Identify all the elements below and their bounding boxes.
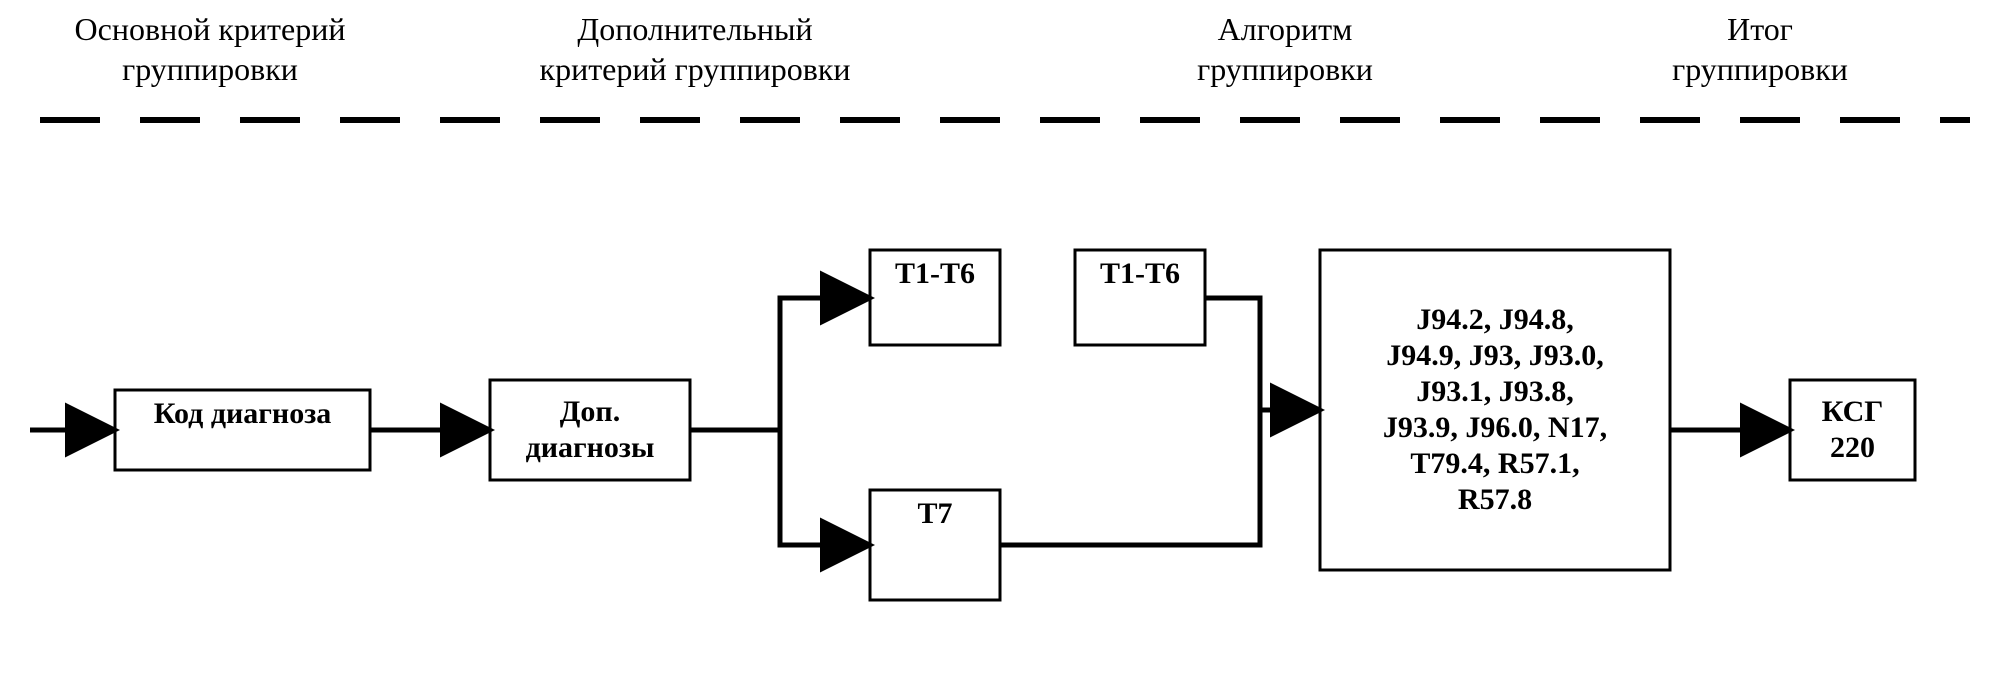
background bbox=[0, 0, 2007, 682]
node-label: Код диагноза bbox=[154, 397, 332, 430]
flowchart-svg: Основной критерийгруппировкиДополнительн… bbox=[0, 0, 2007, 682]
node-label: Т1-Т6 bbox=[895, 257, 975, 290]
diagram-container: Основной критерийгруппировкиДополнительн… bbox=[0, 0, 2007, 682]
node-label: Т1-Т6 bbox=[1100, 257, 1180, 290]
node-label: Т7 bbox=[917, 497, 952, 530]
